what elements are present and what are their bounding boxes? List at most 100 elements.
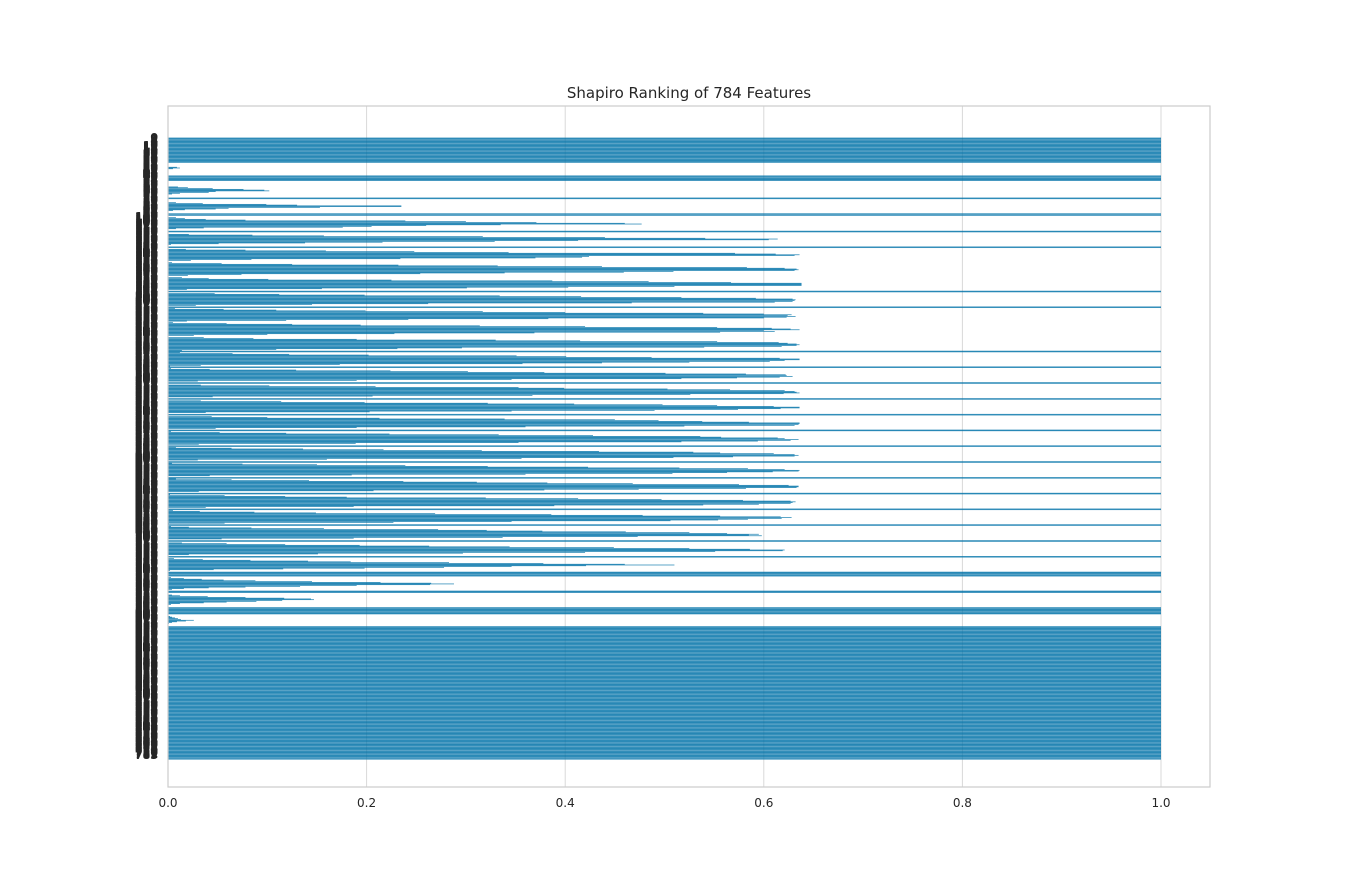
bar: [168, 305, 196, 306]
y-tick-label: 464: [135, 497, 158, 510]
y-tick-label: 271: [135, 345, 158, 358]
y-tick-label: 548: [135, 564, 158, 577]
bar: [168, 266, 602, 267]
bar: [168, 405, 718, 406]
y-tick-label: 516: [135, 538, 158, 551]
bar: [168, 644, 1161, 646]
bar: [168, 325, 480, 327]
bar: [168, 230, 1161, 232]
bar: [168, 569, 214, 571]
y-tick-label: 691: [135, 676, 158, 689]
y-tick-label: 84: [143, 197, 159, 210]
y-tick-label: 164: [135, 260, 158, 273]
bar: [168, 628, 1161, 630]
y-tick-label: 160: [135, 257, 158, 270]
y-tick-label: 675: [135, 664, 158, 677]
bar: [168, 210, 173, 211]
bar: [168, 228, 176, 230]
y-tick-label: 52: [143, 172, 158, 185]
bar: [168, 570, 170, 571]
y-tick-label: 438: [135, 477, 158, 490]
bar: [168, 752, 1161, 754]
y-tick-label: 218: [135, 303, 158, 316]
y-tick-label: 8: [150, 137, 158, 150]
y-tick-label: 766: [135, 736, 158, 749]
bar: [168, 406, 800, 408]
y-tick-label: 641: [135, 637, 158, 650]
bar: [168, 296, 582, 297]
bar: [168, 589, 172, 590]
bar: [168, 218, 185, 219]
bar: [168, 458, 522, 459]
y-tick-label: 532: [135, 551, 158, 564]
bar: [168, 701, 1161, 702]
bar: [168, 224, 501, 226]
bar: [168, 299, 796, 301]
bar: [168, 511, 255, 513]
y-tick-label: 245: [135, 324, 158, 337]
bar: [168, 293, 215, 294]
bar: [168, 207, 229, 209]
y-tick-label: 607: [135, 610, 158, 623]
bar: [168, 538, 222, 540]
bar: [168, 474, 352, 476]
y-tick-label: 719: [135, 698, 158, 711]
y-tick-label: 782: [135, 748, 158, 761]
bar: [168, 343, 797, 345]
bar: [168, 311, 483, 312]
y-tick-label: 472: [135, 504, 158, 517]
y-tick-label: 762: [135, 732, 158, 745]
y-tick-label: 705: [135, 687, 158, 700]
y-tick-label: 605: [135, 609, 158, 622]
y-tick-label: 636: [135, 633, 158, 646]
bar: [168, 548, 750, 550]
bar: [168, 673, 1161, 675]
y-tick-label: 625: [135, 624, 158, 637]
y-tick-label: 83: [143, 197, 158, 210]
y-tick-label: 686: [135, 672, 158, 685]
y-tick-label: 95: [143, 206, 158, 219]
y-tick-label: 771: [135, 740, 158, 753]
bar: [168, 220, 406, 222]
y-tick-label: 563: [135, 575, 158, 588]
y-tick-label: 581: [135, 590, 158, 603]
y-tick-label: 749: [135, 722, 158, 735]
bar: [168, 608, 1161, 609]
bar: [168, 353, 233, 354]
y-tick-label: 736: [135, 712, 158, 725]
y-tick-label: 554: [135, 568, 158, 581]
y-tick-label: 228: [135, 311, 158, 324]
bar: [168, 231, 1161, 233]
y-tick-label: 526: [135, 546, 158, 559]
y-tick-label: 355: [135, 411, 158, 424]
y-tick-label: 634: [135, 631, 158, 644]
y-tick-label: 3: [150, 133, 158, 146]
y-tick-label: 116: [135, 223, 158, 236]
bar: [168, 341, 718, 342]
bar: [168, 727, 1161, 728]
y-tick-label: 770: [135, 739, 158, 752]
bar: [168, 630, 1161, 631]
y-tick-label: 654: [135, 647, 158, 660]
bar: [168, 505, 555, 507]
y-tick-label: 114: [135, 221, 158, 234]
y-tick-label: 517: [135, 539, 158, 552]
y-tick-label: 43: [143, 165, 158, 178]
y-tick-label: 15: [143, 143, 158, 156]
bar: [168, 706, 1161, 708]
y-tick-label: 783: [135, 749, 158, 762]
bar: [168, 522, 225, 524]
y-tick-label: 255: [135, 332, 158, 345]
bar: [168, 423, 800, 425]
y-tick-label: 670: [135, 660, 158, 673]
y-tick-label: 638: [135, 635, 158, 648]
bar: [168, 517, 792, 518]
bar: [168, 431, 171, 432]
bar: [168, 530, 543, 532]
bar: [168, 297, 756, 299]
y-tick-label: 81: [143, 195, 158, 208]
y-tick-label: 521: [135, 542, 158, 555]
bar: [168, 416, 212, 417]
bar: [168, 720, 1161, 722]
bar: [168, 158, 1161, 159]
